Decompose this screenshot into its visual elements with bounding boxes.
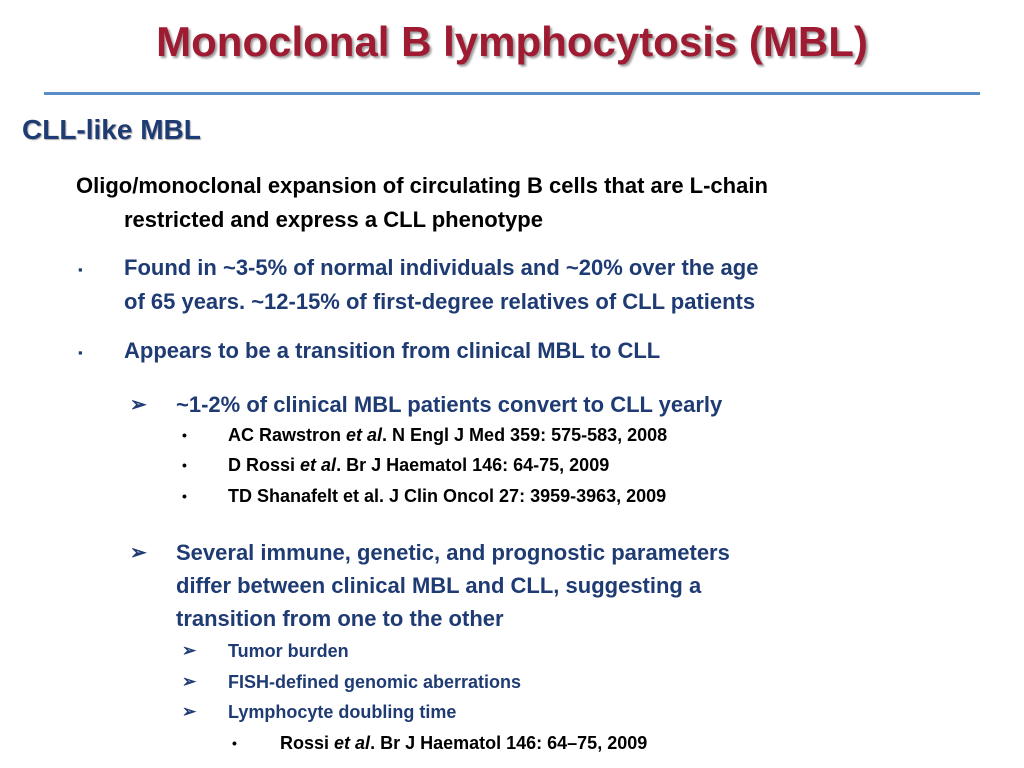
sub-point-1-text: ~1-2% of clinical MBL patients convert t… xyxy=(176,392,723,417)
bullet-2-text: Appears to be a transition from clinical… xyxy=(124,338,661,363)
section-heading: CLL-like MBL xyxy=(22,114,201,145)
reference-1: AC Rawstron et al. N Engl J Med 359: 575… xyxy=(228,425,668,445)
square-bullet-icon: ▪ xyxy=(78,262,83,277)
arrow-bullet-icon: ➢ xyxy=(182,641,197,660)
list-item-tumor-burden: Tumor burden xyxy=(228,641,349,661)
intro-line-2: restricted and express a CLL phenotype xyxy=(124,207,543,232)
dot-bullet-icon: • xyxy=(182,427,187,443)
dot-bullet-icon: • xyxy=(182,488,187,504)
bullet-1-line-1: Found in ~3-5% of normal individuals and… xyxy=(124,255,759,280)
arrow-bullet-icon: ➢ xyxy=(182,672,197,691)
list-item-fish-aberrations: FISH-defined genomic aberrations xyxy=(228,672,522,692)
dot-bullet-icon: • xyxy=(232,735,237,751)
arrow-bullet-icon: ➢ xyxy=(182,702,197,721)
list-item-doubling-time: Lymphocyte doubling time xyxy=(228,702,457,722)
arrow-bullet-icon: ➢ xyxy=(130,394,147,416)
reference-2: D Rossi et al. Br J Haematol 146: 64-75,… xyxy=(228,455,610,475)
sub-point-2-line-2: differ between clinical MBL and CLL, sug… xyxy=(176,573,702,598)
sub-point-2-line-3: transition from one to the other xyxy=(176,606,504,631)
reference-3: TD Shanafelt et al. J Clin Oncol 27: 395… xyxy=(228,486,667,506)
square-bullet-icon: ▪ xyxy=(78,345,83,360)
slide-title: Monoclonal B lymphocytosis (MBL) xyxy=(156,18,868,65)
reference-4: Rossi et al. Br J Haematol 146: 64–75, 2… xyxy=(280,733,648,753)
title-divider xyxy=(44,92,980,95)
sub-point-2-line-1: Several immune, genetic, and prognostic … xyxy=(176,540,730,565)
arrow-bullet-icon: ➢ xyxy=(130,542,147,564)
bullet-1-line-2: of 65 years. ~12-15% of first-degree rel… xyxy=(124,289,756,314)
dot-bullet-icon: • xyxy=(182,457,187,473)
intro-line-1: Oligo/monoclonal expansion of circulatin… xyxy=(76,173,768,198)
